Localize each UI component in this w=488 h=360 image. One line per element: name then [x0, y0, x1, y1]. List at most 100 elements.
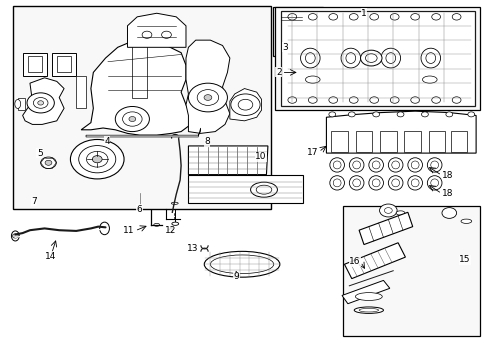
Text: 13: 13	[187, 244, 198, 253]
Circle shape	[142, 31, 152, 39]
Ellipse shape	[420, 48, 440, 68]
Text: 1: 1	[360, 9, 366, 18]
Ellipse shape	[358, 309, 378, 312]
Circle shape	[129, 117, 136, 122]
Circle shape	[238, 99, 252, 110]
Bar	[272, 7, 323, 56]
Ellipse shape	[352, 161, 360, 169]
Text: 5: 5	[37, 149, 42, 158]
Circle shape	[92, 156, 102, 163]
Circle shape	[45, 160, 52, 165]
Ellipse shape	[430, 161, 438, 169]
Polygon shape	[450, 131, 467, 152]
Ellipse shape	[348, 158, 363, 172]
Ellipse shape	[283, 29, 300, 33]
Ellipse shape	[395, 211, 404, 215]
Ellipse shape	[305, 53, 315, 63]
Ellipse shape	[427, 176, 441, 190]
Ellipse shape	[410, 161, 418, 169]
Text: 8: 8	[203, 137, 209, 146]
Ellipse shape	[352, 179, 360, 187]
Text: 6: 6	[136, 205, 142, 214]
Circle shape	[79, 145, 116, 173]
Polygon shape	[127, 13, 185, 47]
Ellipse shape	[407, 158, 422, 172]
Circle shape	[369, 97, 378, 103]
Circle shape	[328, 97, 337, 103]
Ellipse shape	[204, 251, 279, 277]
Polygon shape	[52, 53, 76, 76]
Ellipse shape	[171, 202, 178, 204]
Text: 18: 18	[441, 189, 452, 198]
Polygon shape	[188, 175, 303, 203]
Circle shape	[410, 97, 419, 103]
Ellipse shape	[15, 99, 20, 108]
Text: 9: 9	[233, 272, 239, 281]
Text: 16: 16	[348, 257, 360, 266]
Circle shape	[203, 95, 211, 100]
Ellipse shape	[371, 161, 379, 169]
Ellipse shape	[332, 179, 340, 187]
Circle shape	[328, 14, 337, 20]
Circle shape	[308, 14, 317, 20]
Ellipse shape	[345, 53, 355, 63]
Circle shape	[38, 101, 43, 105]
Ellipse shape	[427, 158, 441, 172]
Ellipse shape	[300, 48, 320, 68]
Circle shape	[197, 90, 218, 105]
Ellipse shape	[284, 37, 299, 41]
Polygon shape	[285, 12, 472, 103]
Circle shape	[12, 234, 18, 238]
Ellipse shape	[368, 176, 383, 190]
Ellipse shape	[329, 176, 344, 190]
Ellipse shape	[410, 179, 418, 187]
Ellipse shape	[460, 219, 471, 224]
Ellipse shape	[391, 179, 399, 187]
Circle shape	[369, 14, 378, 20]
Ellipse shape	[353, 307, 383, 314]
Circle shape	[27, 93, 54, 113]
Polygon shape	[358, 212, 412, 244]
Polygon shape	[355, 131, 371, 152]
Circle shape	[379, 204, 396, 217]
Ellipse shape	[340, 48, 360, 68]
Circle shape	[431, 97, 440, 103]
Circle shape	[451, 14, 460, 20]
Circle shape	[230, 94, 260, 116]
Ellipse shape	[332, 161, 340, 169]
Polygon shape	[188, 146, 267, 175]
Circle shape	[451, 97, 460, 103]
Polygon shape	[27, 56, 42, 72]
Circle shape	[384, 208, 391, 213]
Circle shape	[41, 157, 56, 168]
Ellipse shape	[348, 176, 363, 190]
Bar	[275, 7, 479, 110]
Ellipse shape	[425, 53, 435, 63]
Circle shape	[115, 107, 149, 132]
Text: 2: 2	[275, 68, 281, 77]
Circle shape	[347, 112, 354, 117]
Text: 18: 18	[441, 171, 452, 180]
Circle shape	[445, 112, 452, 117]
Ellipse shape	[391, 161, 399, 169]
Ellipse shape	[430, 179, 438, 187]
Ellipse shape	[329, 158, 344, 172]
Circle shape	[328, 112, 335, 117]
Text: 15: 15	[458, 255, 469, 264]
Polygon shape	[229, 89, 261, 121]
Circle shape	[70, 139, 124, 179]
Text: 3: 3	[282, 43, 287, 52]
Circle shape	[467, 112, 474, 117]
Text: 10: 10	[255, 152, 266, 161]
Bar	[13, 6, 271, 209]
Ellipse shape	[387, 158, 402, 172]
Polygon shape	[330, 131, 347, 152]
Circle shape	[360, 50, 381, 66]
Text: 17: 17	[306, 148, 318, 157]
Circle shape	[287, 14, 296, 20]
Ellipse shape	[11, 231, 19, 241]
Ellipse shape	[380, 48, 400, 68]
Polygon shape	[379, 131, 396, 152]
Circle shape	[441, 208, 456, 219]
Polygon shape	[281, 11, 302, 26]
